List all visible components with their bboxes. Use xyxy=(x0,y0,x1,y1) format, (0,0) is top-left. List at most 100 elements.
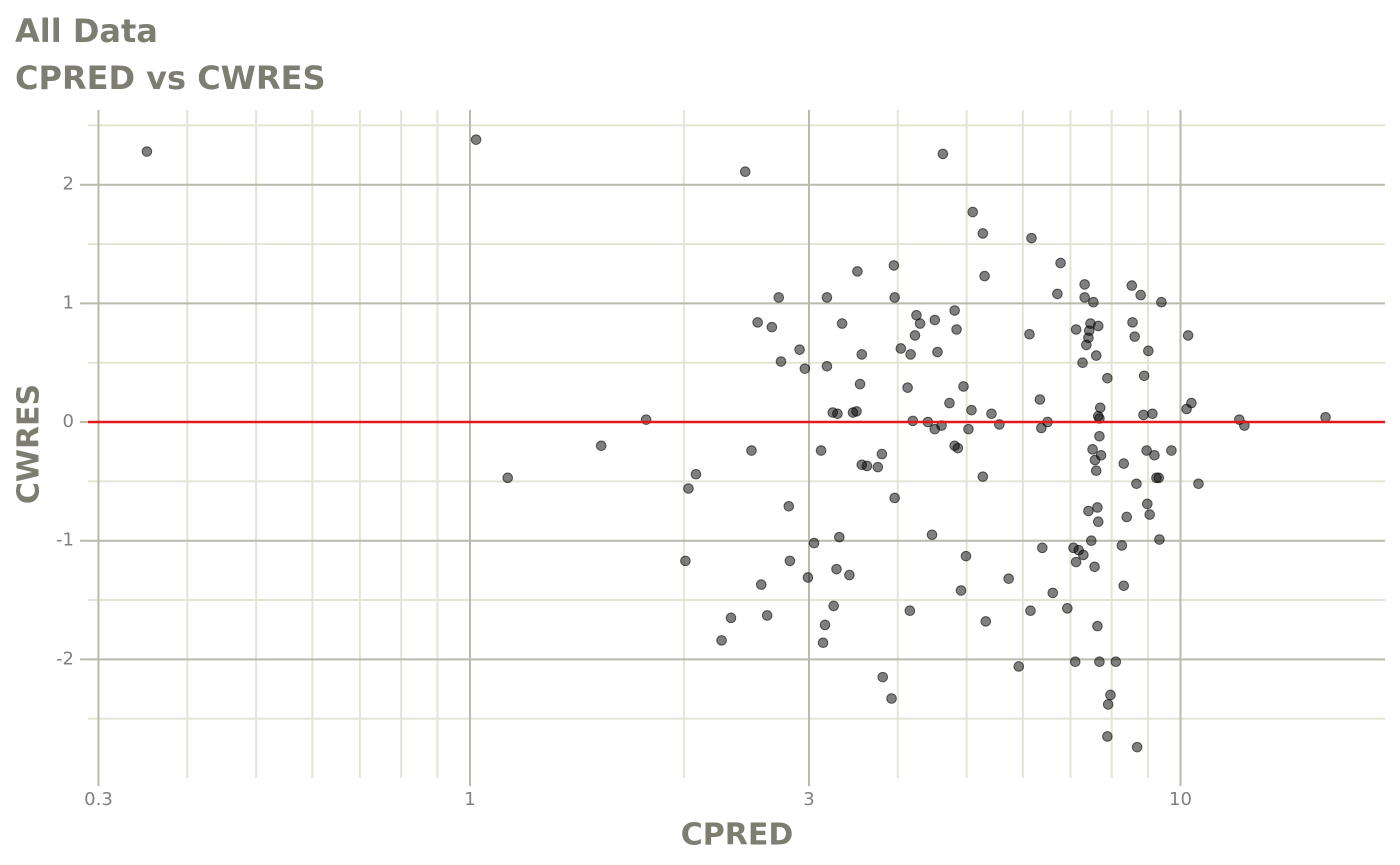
point xyxy=(1094,402,1106,414)
y-tick-label: 1 xyxy=(63,292,74,313)
point xyxy=(889,292,900,303)
point xyxy=(802,572,814,583)
point xyxy=(1070,556,1082,568)
point xyxy=(1086,535,1097,546)
x-tick-label: 3 xyxy=(803,789,814,810)
point xyxy=(1105,689,1116,701)
point xyxy=(967,206,979,218)
point xyxy=(783,500,795,512)
point xyxy=(141,146,153,157)
point xyxy=(1144,509,1156,520)
point xyxy=(683,483,694,494)
y-axis-title: CWRES xyxy=(12,384,47,504)
point xyxy=(877,671,889,683)
point xyxy=(1102,372,1113,384)
point xyxy=(1083,505,1094,517)
point xyxy=(1131,478,1142,490)
point xyxy=(1142,498,1153,510)
point xyxy=(986,408,997,420)
point xyxy=(980,616,992,627)
point xyxy=(821,360,833,372)
point xyxy=(876,448,888,460)
point xyxy=(886,693,897,704)
point xyxy=(821,292,833,303)
point xyxy=(944,397,955,409)
point xyxy=(1088,296,1099,308)
point xyxy=(977,228,989,239)
point xyxy=(1090,350,1102,361)
point xyxy=(1095,449,1107,461)
point xyxy=(815,445,827,456)
point xyxy=(1154,534,1165,545)
point xyxy=(680,555,691,567)
point xyxy=(1077,357,1088,369)
point xyxy=(1092,502,1103,513)
point xyxy=(1070,324,1082,335)
point xyxy=(914,318,926,329)
point xyxy=(1102,731,1113,742)
point xyxy=(1186,397,1197,409)
y-tick-label: 2 xyxy=(63,174,74,195)
point xyxy=(1087,444,1098,455)
point xyxy=(1156,296,1167,308)
point xyxy=(888,260,900,271)
point xyxy=(761,610,773,621)
point xyxy=(1052,288,1063,300)
point xyxy=(1094,430,1105,442)
point xyxy=(1138,370,1150,382)
y-tick-label: -2 xyxy=(56,648,74,669)
point xyxy=(794,344,805,355)
point xyxy=(932,346,943,358)
point xyxy=(746,445,757,456)
point xyxy=(1094,656,1105,668)
point xyxy=(817,637,829,649)
point xyxy=(595,440,607,452)
point xyxy=(1166,445,1177,456)
point xyxy=(739,166,751,177)
point xyxy=(1121,511,1133,523)
point xyxy=(808,537,820,549)
point xyxy=(1149,449,1160,461)
point xyxy=(1034,394,1046,405)
point xyxy=(1118,580,1130,592)
point xyxy=(952,442,964,454)
point xyxy=(784,555,796,567)
chart-subtitle: CPRED vs CWRES xyxy=(15,59,326,97)
point xyxy=(1127,317,1138,328)
point xyxy=(775,356,787,367)
point xyxy=(1135,289,1147,301)
point xyxy=(895,343,907,354)
point xyxy=(773,292,785,303)
point xyxy=(960,550,972,562)
point xyxy=(1026,232,1037,244)
point xyxy=(1092,620,1103,632)
point xyxy=(1013,661,1025,672)
point xyxy=(1320,412,1331,423)
point xyxy=(1003,573,1014,584)
point xyxy=(844,569,855,581)
point xyxy=(819,619,831,631)
y-tick-label: -1 xyxy=(56,530,74,551)
point xyxy=(831,563,842,575)
point xyxy=(1138,409,1149,421)
point xyxy=(690,468,702,480)
point xyxy=(1118,458,1130,469)
point xyxy=(834,531,845,543)
point xyxy=(836,318,848,329)
y-tick-label: 0 xyxy=(63,411,74,432)
point xyxy=(1062,603,1073,614)
point xyxy=(1182,330,1194,341)
point xyxy=(926,529,938,541)
point xyxy=(955,585,967,596)
point xyxy=(854,378,866,390)
point xyxy=(904,605,916,617)
point xyxy=(872,461,884,473)
point xyxy=(929,314,941,326)
x-tick-label: 10 xyxy=(1169,789,1192,810)
point xyxy=(1079,279,1090,290)
point xyxy=(470,134,482,145)
point xyxy=(799,363,811,374)
point xyxy=(909,330,921,341)
point xyxy=(949,305,960,316)
